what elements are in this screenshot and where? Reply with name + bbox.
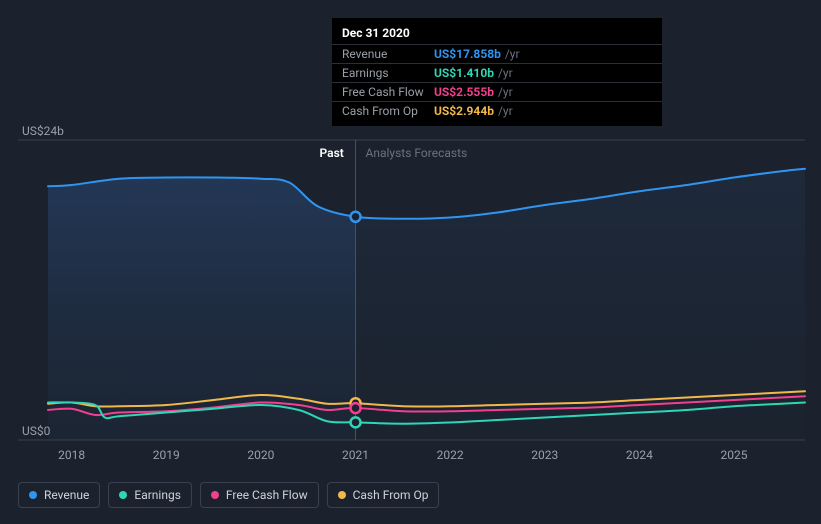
- tooltip-row-suffix: /yr: [498, 85, 513, 99]
- tooltip-row-label: Earnings: [342, 66, 434, 80]
- tooltip-row-suffix: /yr: [498, 104, 513, 118]
- legend-item-earnings[interactable]: Earnings: [108, 482, 192, 508]
- legend-item-label: Revenue: [44, 488, 89, 502]
- x-axis-tick: 2021: [342, 448, 369, 462]
- chart-tooltip: Dec 31 2020 RevenueUS$17.858b /yrEarning…: [332, 18, 662, 126]
- legend-item-label: Earnings: [134, 488, 181, 502]
- chart-legend: Revenue Earnings Free Cash Flow Cash From O…: [18, 482, 439, 508]
- legend-item-cash_from_op[interactable]: Cash From Op: [327, 482, 440, 508]
- legend-item-label: Cash From Op: [353, 488, 429, 502]
- x-axis-tick: 2023: [531, 448, 558, 462]
- region-past-label: Past: [320, 146, 344, 160]
- x-axis-tick: 2020: [247, 448, 274, 462]
- tooltip-row: Cash From OpUS$2.944b /yr: [332, 101, 662, 120]
- region-labels: Past: [320, 146, 344, 160]
- tooltip-row-label: Free Cash Flow: [342, 85, 434, 99]
- financials-chart: US$24b US$0 2018 2019 2020 2021 2022 2023 2024 2…: [0, 0, 821, 524]
- tooltip-row-suffix: /yr: [498, 66, 513, 80]
- tooltip-row-suffix: /yr: [505, 47, 520, 61]
- tooltip-row: Free Cash FlowUS$2.555b /yr: [332, 82, 662, 101]
- marker-free_cash_flow: [351, 403, 361, 413]
- tooltip-date: Dec 31 2020: [332, 24, 662, 44]
- tooltip-row-label: Cash From Op: [342, 104, 434, 118]
- legend-dot-icon: [29, 491, 37, 499]
- x-axis-tick: 2025: [721, 448, 748, 462]
- x-axis-tick: 2022: [437, 448, 464, 462]
- legend-item-label: Free Cash Flow: [226, 488, 308, 502]
- tooltip-row-value: US$2.944b: [434, 104, 494, 118]
- tooltip-row-label: Revenue: [342, 47, 434, 61]
- legend-dot-icon: [338, 491, 346, 499]
- legend-dot-icon: [119, 491, 127, 499]
- y-axis-label: US$24b: [22, 124, 64, 138]
- marker-revenue: [351, 212, 361, 222]
- x-axis-tick: 2019: [153, 448, 180, 462]
- tooltip-row-value: US$17.858b: [434, 47, 501, 61]
- legend-dot-icon: [211, 491, 219, 499]
- x-axis-tick: 2018: [58, 448, 85, 462]
- marker-earnings: [351, 417, 361, 427]
- x-axis-tick: 2024: [626, 448, 653, 462]
- tooltip-row-value: US$2.555b: [434, 85, 494, 99]
- legend-item-free_cash_flow[interactable]: Free Cash Flow: [200, 482, 319, 508]
- tooltip-row: RevenueUS$17.858b /yr: [332, 44, 662, 63]
- region-forecast-label: Analysts Forecasts: [366, 146, 468, 160]
- tooltip-row-value: US$1.410b: [434, 66, 494, 80]
- tooltip-row: EarningsUS$1.410b /yr: [332, 63, 662, 82]
- legend-item-revenue[interactable]: Revenue: [18, 482, 100, 508]
- y-axis-label: US$0: [22, 424, 50, 438]
